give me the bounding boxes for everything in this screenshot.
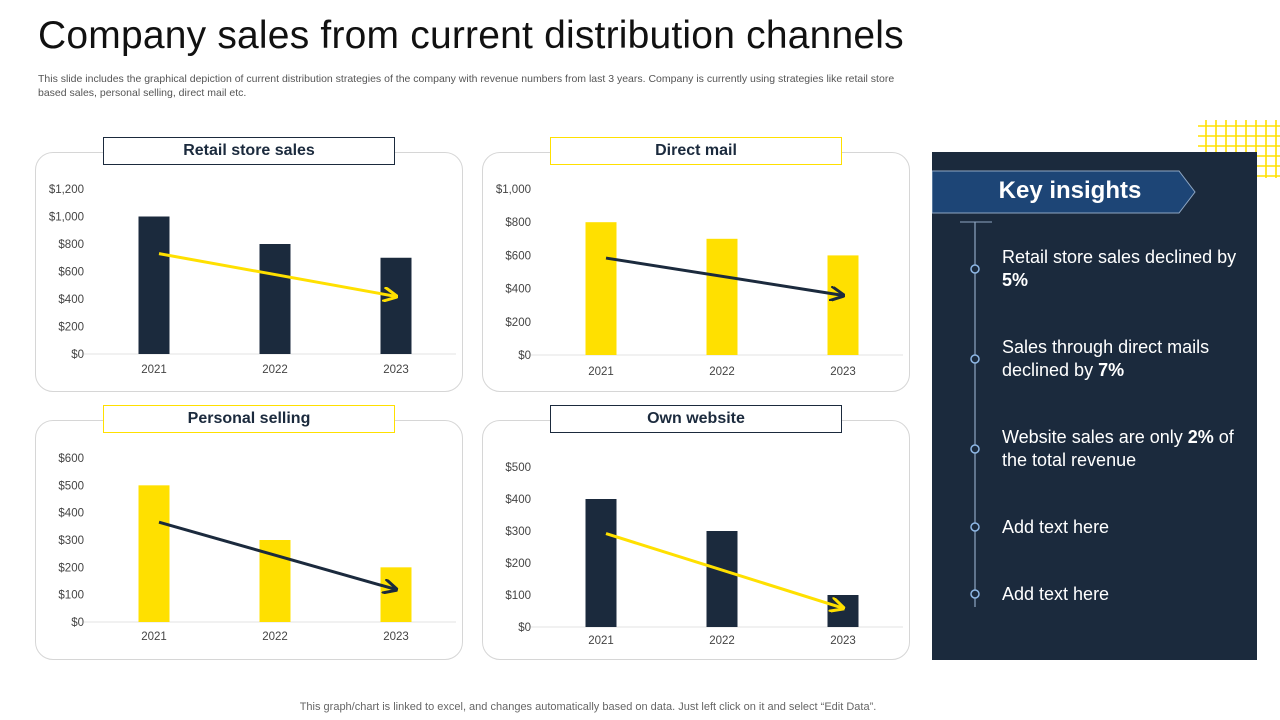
y-tick-label: $300 <box>58 535 84 547</box>
y-tick-label: $500 <box>505 462 531 474</box>
direct-mail-chart[interactable]: $0 $200 $400 $600 $800 $1,000 2021 2022 2023 <box>483 153 909 391</box>
x-tick-label: 2021 <box>141 364 167 376</box>
x-tick-label: 2022 <box>262 631 288 643</box>
y-tick-label: $300 <box>505 526 531 538</box>
bar-2022[interactable] <box>706 238 738 355</box>
retail-store-sales-chart[interactable]: $0 $200 $400 $600 $800 $1,000 $1,200 2021 2022 20… <box>36 153 462 391</box>
bar-2021[interactable] <box>138 485 170 622</box>
timeline-node-5 <box>970 589 980 599</box>
y-tick-label: $500 <box>58 480 84 492</box>
x-tick-label: 2023 <box>383 631 409 643</box>
y-tick-label: $0 <box>518 350 531 362</box>
x-tick-label: 2021 <box>141 631 167 643</box>
key-insights-banner-shape <box>932 170 1196 214</box>
y-tick-label: $0 <box>71 617 84 629</box>
insight-item-4: Add text here <box>1002 517 1110 537</box>
x-tick-label: 2023 <box>383 364 409 376</box>
page-title: Company sales from current distribution … <box>38 14 904 57</box>
y-tick-label: $1,000 <box>49 212 84 224</box>
insight-item-2: Sales through direct mails declined by 7… <box>1002 337 1210 380</box>
x-tick-label: 2023 <box>830 635 856 647</box>
timeline-node-4 <box>970 522 980 532</box>
bar-2023[interactable] <box>827 595 859 627</box>
bar-2023[interactable] <box>827 255 859 355</box>
bar-2023[interactable] <box>380 567 412 622</box>
chart-panel-personal-selling[interactable]: $0 $100 $200 $300 $400 $500 $600 2021 2022 2023 P… <box>35 405 463 660</box>
trend-arrow <box>158 520 395 589</box>
trend-arrow <box>605 532 842 608</box>
y-tick-label: $600 <box>58 453 84 465</box>
chart-panel-own-website[interactable]: $0 $100 $200 $300 $400 $500 2021 2022 2023 Own w… <box>482 405 910 660</box>
chart-title-retail-store-sales: Retail store sales <box>103 137 395 165</box>
y-tick-label: $400 <box>505 494 531 506</box>
y-tick-label: $400 <box>58 508 84 520</box>
y-tick-label: $400 <box>505 284 531 296</box>
insight-item-1: Retail store sales declined by 5% <box>1002 247 1237 290</box>
x-tick-label: 2023 <box>830 366 856 378</box>
y-tick-label: $600 <box>58 267 84 279</box>
y-tick-label: $600 <box>505 250 531 262</box>
bar-2022[interactable] <box>259 244 291 354</box>
y-tick-label: $0 <box>518 622 531 634</box>
key-insights-heading: Key insights <box>998 177 1142 204</box>
y-tick-label: $800 <box>58 239 84 251</box>
timeline-node-1 <box>970 264 980 274</box>
insights-timeline <box>960 221 992 607</box>
x-tick-label: 2022 <box>709 635 735 647</box>
y-tick-label: $800 <box>505 217 531 229</box>
chart-panel-retail-store-sales[interactable]: $0 $200 $400 $600 $800 $1,000 $1,200 2021 2022 20… <box>35 137 463 392</box>
bar-2021[interactable] <box>585 499 617 627</box>
y-tick-label: $1,000 <box>496 184 531 196</box>
chart-title-own-website: Own website <box>550 405 842 433</box>
trend-arrow <box>158 252 395 297</box>
insight-item-3: Website sales are only 2% of the total r… <box>1002 427 1234 470</box>
timeline-node-2 <box>970 354 980 364</box>
y-tick-label: $200 <box>505 558 531 570</box>
x-tick-label: 2021 <box>588 366 614 378</box>
y-tick-label: $100 <box>58 590 84 602</box>
chart-panel-direct-mail[interactable]: $0 $200 $400 $600 $800 $1,000 2021 2022 2023 Dir… <box>482 137 910 392</box>
x-tick-label: 2022 <box>262 364 288 376</box>
x-tick-label: 2022 <box>709 366 735 378</box>
trend-arrow <box>605 256 842 295</box>
y-tick-label: $400 <box>58 294 84 306</box>
bar-2023[interactable] <box>380 257 412 354</box>
insight-item-5: Add text here <box>1002 584 1110 604</box>
y-tick-label: $100 <box>505 590 531 602</box>
timeline-node-3 <box>970 444 980 454</box>
page-subtitle: This slide includes the graphical depict… <box>38 73 895 99</box>
bar-2021[interactable] <box>138 216 170 355</box>
x-tick-label: 2021 <box>588 635 614 647</box>
bar-2021[interactable] <box>585 222 617 355</box>
chart-title-direct-mail: Direct mail <box>550 137 842 165</box>
key-insights-panel: Key insights Retail store sales declined… <box>932 152 1257 660</box>
own-website-chart[interactable]: $0 $100 $200 $300 $400 $500 2021 2022 2023 <box>483 421 909 659</box>
footer-note: This graph/chart is linked to excel, and… <box>299 701 877 713</box>
y-tick-label: $200 <box>58 322 84 334</box>
bar-2022[interactable] <box>706 531 738 627</box>
y-tick-label: $0 <box>71 349 84 361</box>
y-tick-label: $1,200 <box>49 184 84 196</box>
chart-title-personal-selling: Personal selling <box>103 405 395 433</box>
y-tick-label: $200 <box>58 562 84 574</box>
y-tick-label: $200 <box>505 317 531 329</box>
personal-selling-chart[interactable]: $0 $100 $200 $300 $400 $500 $600 2021 2022 2023 <box>36 421 462 659</box>
